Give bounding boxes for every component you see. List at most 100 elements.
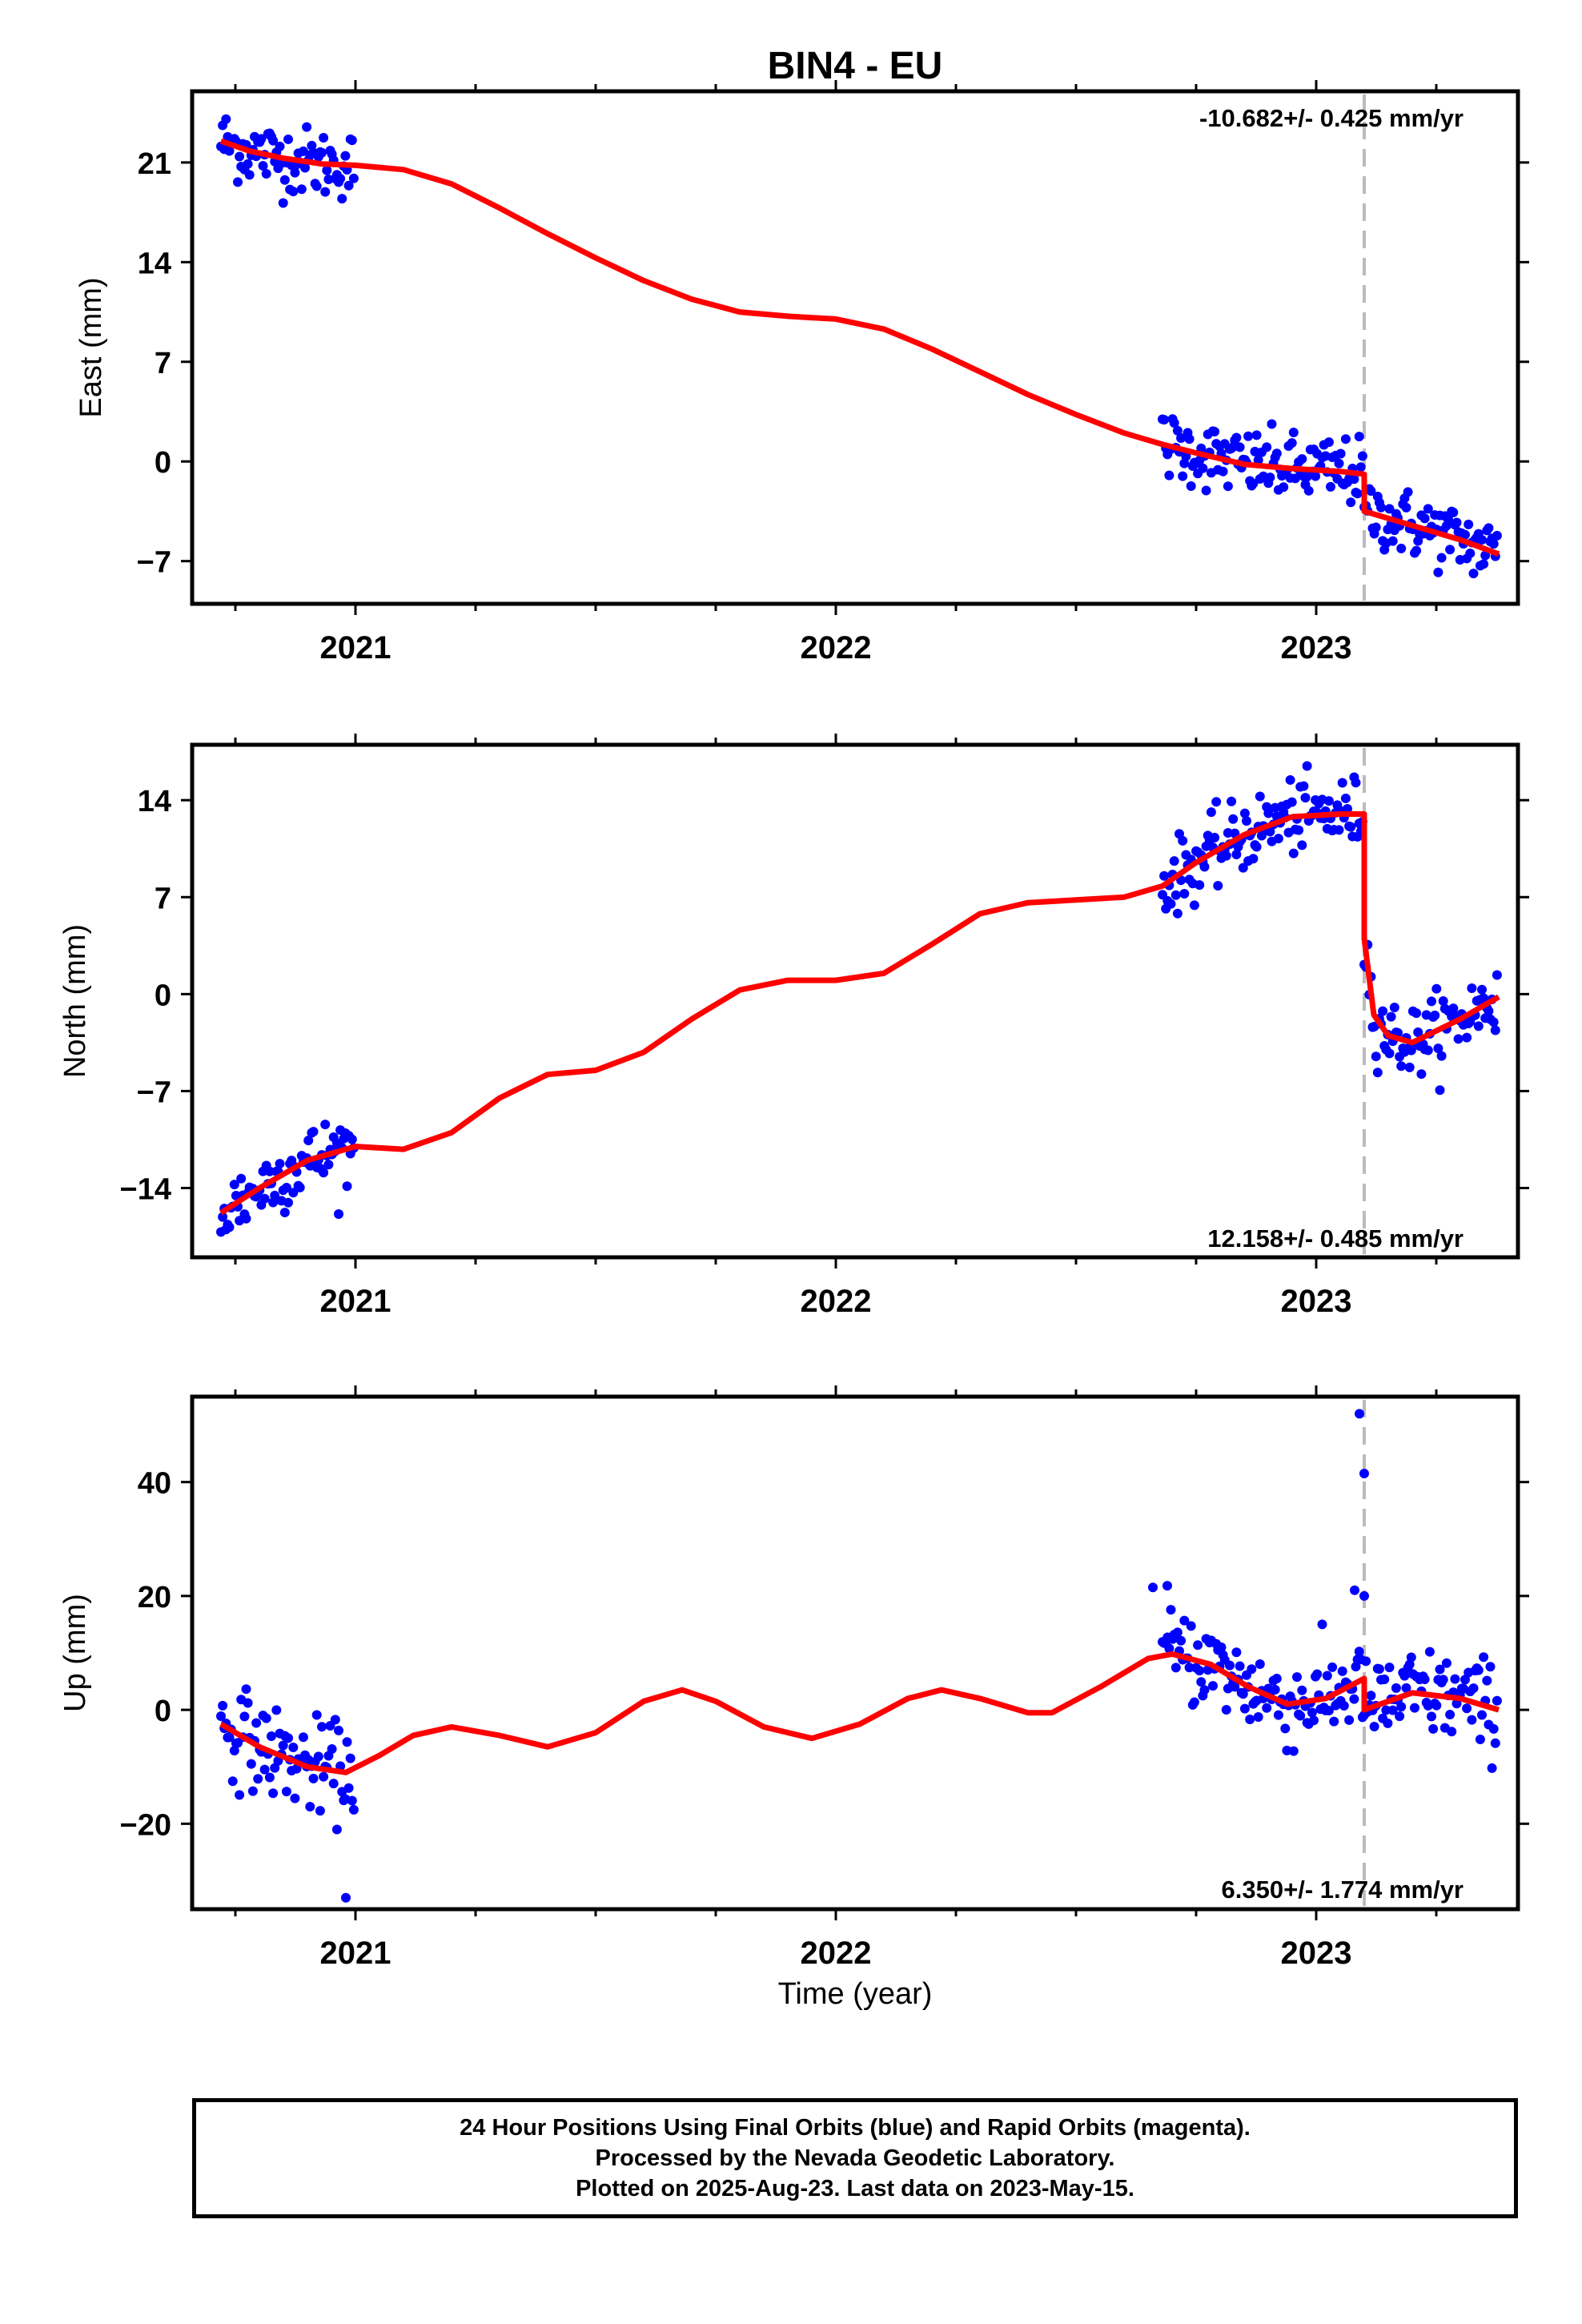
up-observation-point (1354, 1647, 1364, 1657)
up-observation-point (1419, 1674, 1430, 1684)
up-y-tick-label: 40 (138, 1467, 171, 1501)
north-observation-point (229, 1180, 239, 1190)
up-observation-point (1427, 1711, 1436, 1722)
east-observation-point (1235, 442, 1245, 452)
up-observation-point (1424, 1647, 1435, 1657)
up-observation-point (1199, 1685, 1210, 1695)
east-observation-point (1480, 550, 1491, 561)
north-x-tick-label: 2022 (801, 1284, 872, 1319)
up-observation-point (1450, 1674, 1460, 1684)
north-observation-point (1179, 888, 1190, 899)
north-observation-point (1340, 793, 1351, 803)
figure-title: BIN4 - EU (768, 45, 943, 87)
up-observation-point (313, 1751, 323, 1762)
east-observation-point (1464, 519, 1474, 529)
north-observation-point (1323, 796, 1334, 806)
east-observation-point (1279, 482, 1289, 493)
up-observation-point (1297, 1685, 1307, 1695)
up-observation-point (1339, 1701, 1349, 1711)
east-x-tick-label: 2021 (320, 630, 391, 665)
north-observation-point (1453, 1034, 1464, 1044)
up-observation-point (1344, 1715, 1355, 1725)
east-observation-point (261, 169, 271, 179)
up-observation-point (1447, 1727, 1457, 1737)
up-outlier-point (1355, 1409, 1364, 1419)
up-observation-point (1172, 1627, 1182, 1638)
up-observation-point (1253, 1711, 1263, 1722)
up-observation-point (1317, 1619, 1327, 1630)
up-observation-point (1307, 1707, 1317, 1718)
up-observation-point (1271, 1674, 1282, 1684)
east-observation-point (1198, 463, 1208, 473)
up-observation-point (267, 1731, 276, 1742)
north-observation-point (1467, 983, 1477, 994)
east-observation-point (1210, 427, 1220, 437)
east-y-tick-label: 7 (155, 347, 171, 380)
east-observation-point (1376, 502, 1386, 513)
up-x-tick-label: 2021 (320, 1936, 391, 1971)
footer-caption-box: 24 Hour Positions Using Final Orbits (bl… (192, 2098, 1518, 2218)
east-observation-point (244, 170, 255, 180)
north-observation-point (323, 1160, 334, 1170)
north-observation-point (319, 1168, 329, 1178)
up-y-tick-label: −20 (120, 1808, 171, 1842)
north-observation-point (1170, 890, 1181, 900)
north-observation-point (1206, 807, 1216, 818)
north-axis-label: North (mm) (58, 924, 92, 1078)
north-panel: 2021 2022 2023 −14 −7 0 7 14 North (mm) 12.158+… (58, 734, 1529, 1319)
north-observation-point (1228, 814, 1239, 824)
up-observation-point (1361, 1656, 1371, 1667)
north-plot-frame (190, 742, 1520, 1260)
north-observation-point (279, 1208, 290, 1218)
east-observations (216, 114, 1502, 579)
up-y-tick-label: 0 (155, 1695, 171, 1728)
east-observation-point (243, 159, 253, 169)
up-observation-point (1186, 1621, 1196, 1631)
east-observation-point (1419, 513, 1430, 524)
north-observation-point (1427, 996, 1436, 1007)
north-observation-point (1351, 778, 1361, 788)
north-observation-point (1343, 803, 1352, 814)
north-y-tick-label: 14 (138, 785, 171, 818)
up-observation-point (1245, 1715, 1255, 1725)
east-observation-point (320, 187, 331, 197)
up-observation-point (1399, 1671, 1410, 1681)
east-observation-point (1248, 478, 1259, 489)
north-observation-point (264, 1166, 275, 1176)
east-y-tick-label: 14 (138, 247, 171, 280)
east-y-tick-label: 21 (138, 147, 171, 181)
north-observation-point (1251, 842, 1262, 852)
north-observation-point (1423, 1045, 1433, 1055)
north-observation-point (1488, 1017, 1499, 1027)
up-observation-point (342, 1737, 352, 1747)
up-observation-point (1473, 1665, 1484, 1675)
east-observation-point (1433, 567, 1443, 577)
up-observation-point (1467, 1715, 1477, 1725)
north-observation-point (1386, 1011, 1396, 1022)
up-outlier-point (1359, 1590, 1369, 1601)
north-observation-point (1287, 797, 1297, 807)
east-x-tick-label: 2023 (1281, 630, 1352, 665)
east-observation-point (1231, 432, 1242, 443)
east-observation-point (1460, 529, 1470, 540)
up-observation-point (1312, 1669, 1323, 1679)
east-observation-point (1251, 430, 1262, 440)
north-observation-point (1490, 1025, 1500, 1035)
up-observation-point (1292, 1672, 1302, 1683)
up-observation-point (315, 1806, 325, 1816)
east-observation-point (1346, 497, 1356, 508)
up-axis-label: Up (mm) (58, 1594, 92, 1712)
up-observation-point (1406, 1652, 1416, 1663)
footer-line-2: Processed by the Nevada Geodetic Laborat… (595, 2145, 1115, 2171)
up-observation-point (1349, 1694, 1359, 1704)
north-observation-point (288, 1188, 299, 1198)
north-model-curve (219, 811, 1500, 1216)
north-observation-point (270, 1190, 280, 1200)
up-panel: 2021 2022 2023 −20 0 20 40 Up (mm) 6.350+/- 1.… (58, 1385, 1529, 1971)
east-observation-point (1465, 548, 1476, 558)
up-observation-point (261, 1713, 271, 1723)
up-observation-point (1179, 1615, 1190, 1626)
east-observation-point (1271, 448, 1282, 459)
up-observation-point (216, 1711, 226, 1722)
north-observation-point (1492, 970, 1502, 980)
